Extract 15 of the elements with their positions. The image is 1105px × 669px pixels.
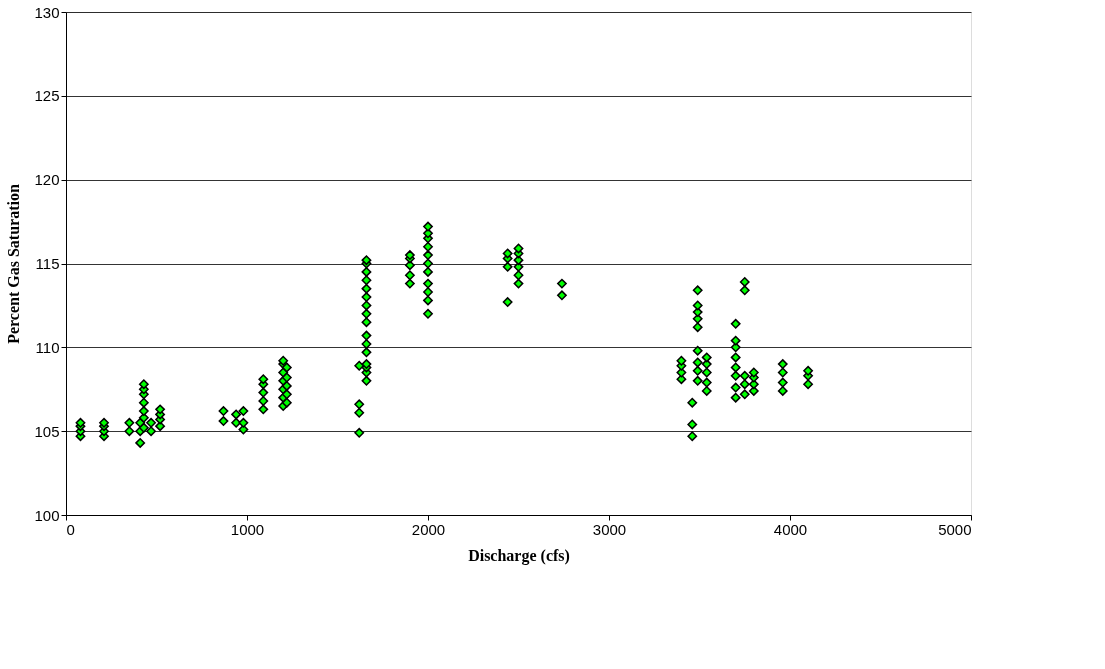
x-tick-label: 2000 bbox=[411, 520, 446, 538]
x-tick-label: 0 bbox=[66, 520, 75, 538]
x-tick-label: 4000 bbox=[773, 520, 808, 538]
y-tick-label: 110 bbox=[35, 338, 60, 356]
y-tick-label: 125 bbox=[34, 87, 60, 105]
y-axis-title: Percent Gas Saturation bbox=[5, 184, 23, 344]
x-tick-label: 5000 bbox=[938, 520, 972, 538]
x-tick-label: 1000 bbox=[230, 520, 265, 538]
y-tick-label: 105 bbox=[34, 422, 60, 440]
y-tick-label: 100 bbox=[34, 506, 60, 524]
y-tick-label: 130 bbox=[34, 3, 60, 21]
y-tick-label: 115 bbox=[35, 255, 60, 272]
x-tick-label: 3000 bbox=[592, 520, 627, 538]
y-tick-label: 120 bbox=[34, 171, 60, 189]
x-axis-title: Discharge (cfs) bbox=[468, 546, 570, 565]
